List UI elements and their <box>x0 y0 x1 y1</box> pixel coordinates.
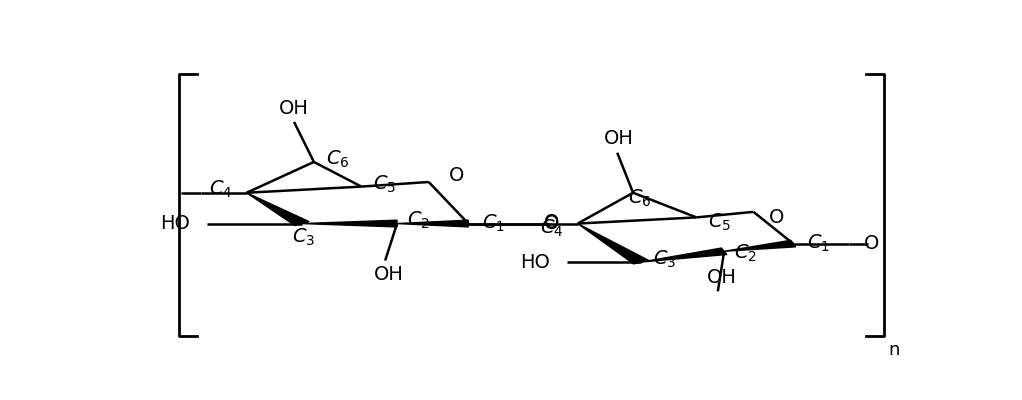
Text: $C_4$: $C_4$ <box>540 218 563 239</box>
Text: OH: OH <box>604 129 634 148</box>
Text: $C_4$: $C_4$ <box>208 178 232 200</box>
Text: $C_6$: $C_6$ <box>628 188 651 209</box>
Text: O: O <box>449 166 464 185</box>
Text: OH: OH <box>374 265 404 284</box>
Text: OH: OH <box>279 98 309 118</box>
Polygon shape <box>246 193 309 226</box>
Text: n: n <box>888 341 899 359</box>
Text: O: O <box>544 214 559 232</box>
Text: HO: HO <box>159 214 189 233</box>
Text: $C_2$: $C_2$ <box>407 210 429 231</box>
Polygon shape <box>641 248 727 262</box>
Text: $C_1$: $C_1$ <box>806 232 830 254</box>
Text: O: O <box>865 234 880 253</box>
Polygon shape <box>577 224 648 264</box>
Polygon shape <box>397 220 468 227</box>
Text: $C_3$: $C_3$ <box>653 249 676 270</box>
Polygon shape <box>303 220 397 227</box>
Text: $C_5$: $C_5$ <box>373 174 397 195</box>
Text: $C_2$: $C_2$ <box>734 243 756 264</box>
Text: $C_6$: $C_6$ <box>326 148 350 170</box>
Polygon shape <box>725 240 795 251</box>
Text: HO: HO <box>520 252 550 272</box>
Text: O: O <box>544 214 559 233</box>
Text: $C_5$: $C_5$ <box>708 211 732 233</box>
Text: OH: OH <box>707 268 737 287</box>
Text: $C_1$: $C_1$ <box>481 213 505 234</box>
Text: $C_3$: $C_3$ <box>292 227 315 248</box>
Text: O: O <box>770 208 785 227</box>
